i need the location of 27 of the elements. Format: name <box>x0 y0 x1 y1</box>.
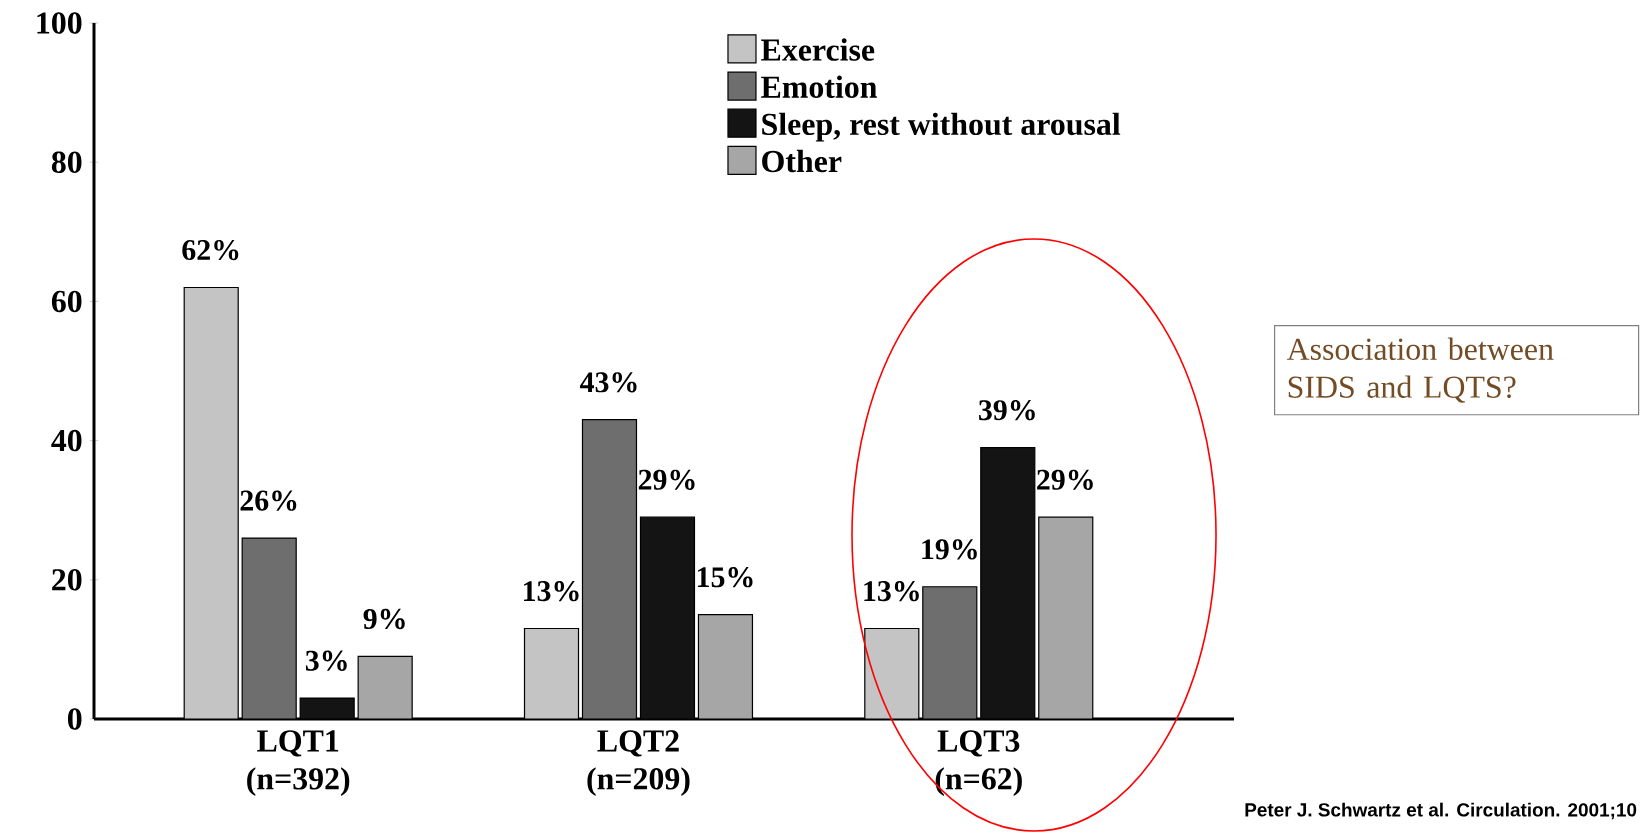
x-tick-label: LQT3 (n=62) <box>935 730 1022 797</box>
y-tick-label: 80 <box>51 151 82 173</box>
legend-label: Other <box>762 149 842 173</box>
data-label: 29% <box>638 469 695 490</box>
data-label: 62% <box>182 239 239 261</box>
x-tick-label: LQT2 (n=209) <box>587 730 690 797</box>
data-label: 9% <box>363 608 405 630</box>
data-label: 29% <box>1037 469 1093 490</box>
y-tick-label: 0 <box>67 708 82 730</box>
x-tick-label: LQT1 (n=392) <box>247 730 350 797</box>
data-label: 39% <box>979 400 1035 421</box>
y-tick-label: 20 <box>52 569 82 591</box>
text: Peter J. Schwartz et al. Circulation. 2001;10 <box>1245 802 1637 820</box>
data-label: 43% <box>580 372 637 393</box>
data-label: 3% <box>305 650 347 671</box>
data-label: 19% <box>922 539 977 560</box>
y-tick-label: 100 <box>37 12 82 34</box>
data-label: 26% <box>240 490 297 511</box>
legend-label: Sleep, rest without arousal <box>762 112 1121 142</box>
data-label: 13% <box>524 581 579 602</box>
data-label: 13% <box>864 581 919 602</box>
y-tick-label: 60 <box>51 290 82 313</box>
y-tick-label: 40 <box>51 429 82 452</box>
legend-label: Exercise <box>761 38 875 61</box>
data-label: 15% <box>697 567 753 588</box>
legend-label: Emotion <box>761 75 877 98</box>
text: Association between SIDS and LQTS? <box>1286 337 1554 403</box>
